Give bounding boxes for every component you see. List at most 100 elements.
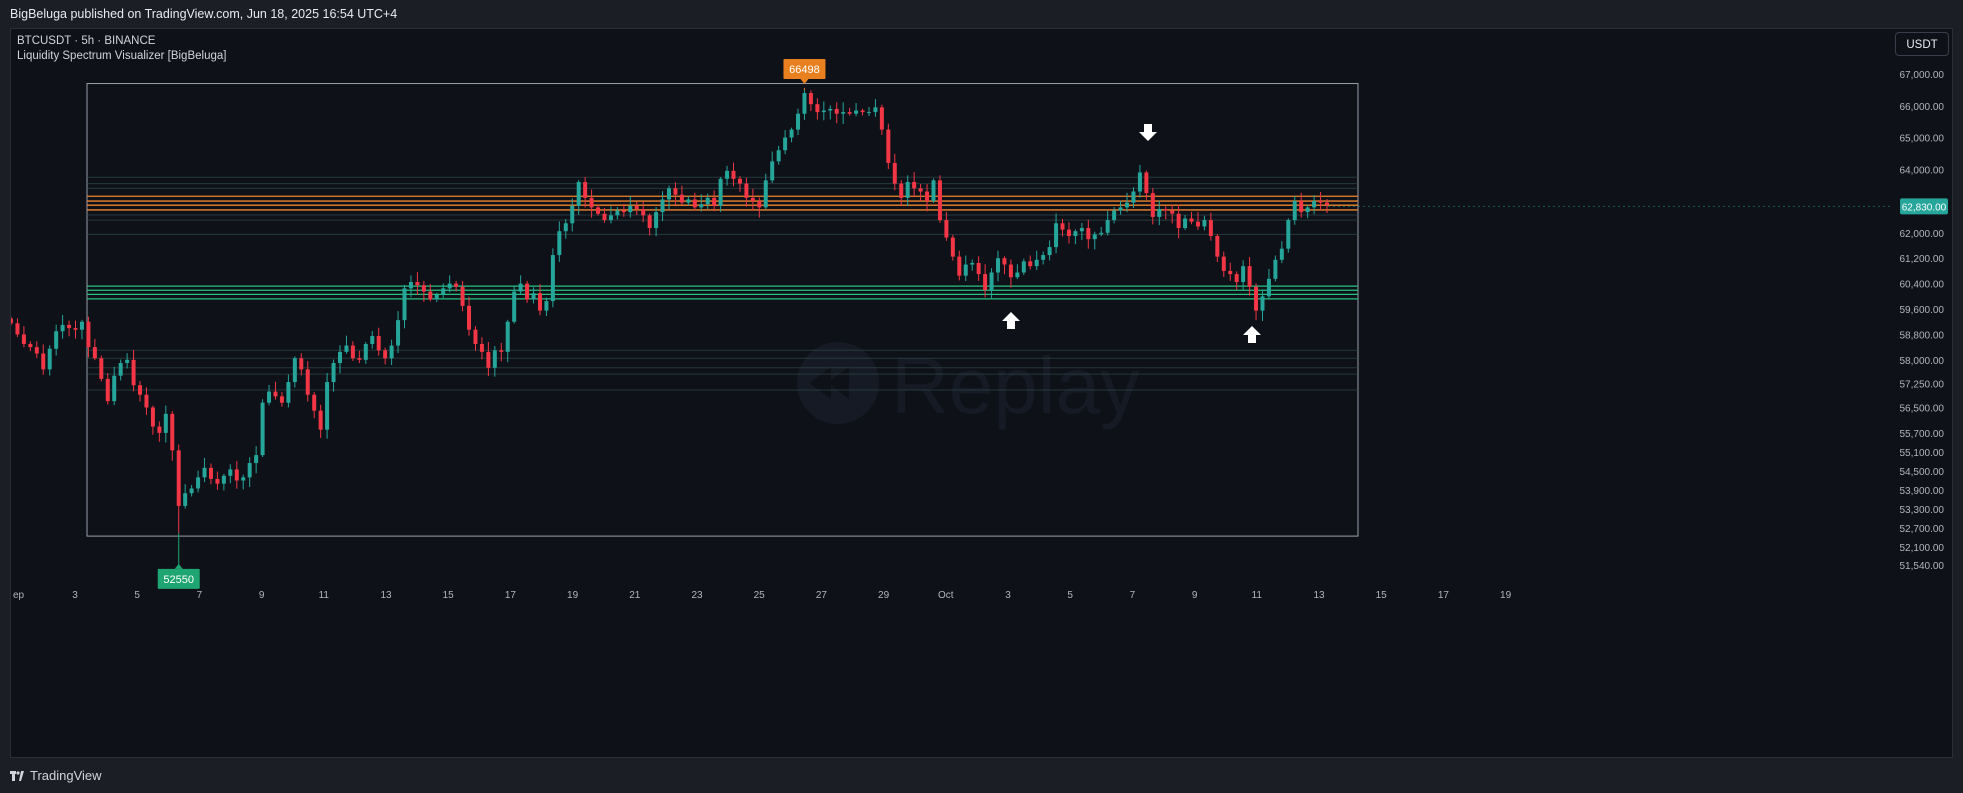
candle-body xyxy=(215,478,220,484)
candle-body xyxy=(1266,278,1271,297)
candle-body xyxy=(473,329,478,344)
candle-body xyxy=(1279,248,1284,260)
price-tick-label: 64,000.00 xyxy=(1900,165,1945,176)
candle-body xyxy=(647,215,652,229)
candle-body xyxy=(1189,218,1194,222)
candle-body xyxy=(828,108,833,111)
price-axis[interactable]: 67,000.00 66,000.00 65,000.00 64,000.00 62,8… xyxy=(1899,29,1952,757)
candle-body xyxy=(808,93,813,105)
candle-body xyxy=(1273,259,1278,279)
candle-body xyxy=(608,215,613,221)
candle-body xyxy=(460,286,465,306)
indicator-legend[interactable]: Liquidity Spectrum Visualizer [BigBeluga… xyxy=(17,50,227,62)
extreme-markers: 66498 52550 xyxy=(157,58,826,589)
candle-body xyxy=(1008,264,1013,278)
candle-body xyxy=(441,288,446,295)
candle-body xyxy=(1112,210,1117,221)
tradingview-logo[interactable]: TradingView xyxy=(10,768,102,783)
candle-body xyxy=(357,358,362,360)
candle-body xyxy=(570,205,575,224)
candle-body xyxy=(512,291,517,322)
candle-body xyxy=(789,129,794,138)
candle-body xyxy=(1215,235,1220,257)
candle-body xyxy=(1131,191,1136,203)
chart-panel[interactable]: Replay 66498 52550 67,000.00 66,000.00 65,0… xyxy=(10,28,1953,758)
price-tick-label: 56,500.00 xyxy=(1900,403,1945,414)
candle-body xyxy=(1099,232,1104,235)
candle-body xyxy=(170,413,175,451)
candle-body xyxy=(196,477,201,489)
candle-body xyxy=(376,336,381,351)
current-price-tag: 62,830.00 xyxy=(1328,198,1948,215)
candle-body xyxy=(247,463,252,478)
high-marker-label: 66498 xyxy=(789,64,820,76)
candle-body xyxy=(221,475,226,484)
candle-body xyxy=(292,358,297,383)
price-chart[interactable]: Replay 66498 52550 67,000.00 66,000.00 65,0… xyxy=(11,29,1952,757)
candle-body xyxy=(821,110,826,113)
symbol-legend[interactable]: BTCUSDT · 5h · BINANCE xyxy=(17,35,156,47)
candle-body xyxy=(344,345,349,352)
candle-body xyxy=(1221,256,1226,271)
candle-body xyxy=(1312,201,1317,208)
candle-body xyxy=(531,293,536,300)
candle-body xyxy=(1086,228,1091,240)
candle-body xyxy=(260,402,265,456)
candle-body xyxy=(1176,213,1181,229)
low-marker-label: 52550 xyxy=(163,574,194,586)
time-tick-label: 25 xyxy=(754,590,766,601)
candle-body xyxy=(834,108,839,114)
currency-button[interactable]: USDT xyxy=(1895,32,1949,56)
candle-body xyxy=(544,301,549,311)
time-tick-label: 15 xyxy=(1376,590,1388,601)
candle-body xyxy=(1144,172,1149,194)
candle-body xyxy=(737,178,742,184)
candle-body xyxy=(325,382,330,430)
candle-body xyxy=(1305,207,1310,213)
candle-body xyxy=(1234,274,1239,283)
time-tick-label: 27 xyxy=(816,590,828,601)
candle-body xyxy=(234,469,239,481)
time-tick-label: 19 xyxy=(1500,590,1512,601)
price-tick-label: 62,000.00 xyxy=(1900,229,1945,240)
candle-body xyxy=(1202,220,1207,227)
time-tick-label: 17 xyxy=(505,590,517,601)
low-marker-pointer xyxy=(174,563,183,569)
candle-body xyxy=(1241,266,1246,283)
candle-body xyxy=(21,334,26,344)
candle-body xyxy=(815,104,820,113)
candle-body xyxy=(228,469,233,476)
candle-body xyxy=(267,391,272,403)
tradingview-brand: TradingView xyxy=(30,768,102,783)
candle-body xyxy=(641,208,646,216)
candle-body xyxy=(279,396,284,403)
candle-body xyxy=(796,113,801,130)
candle-body xyxy=(428,291,433,300)
candle-body xyxy=(208,467,213,479)
time-tick-label: 9 xyxy=(259,590,265,601)
candle-body xyxy=(499,350,504,352)
price-tick-label: 51,540.00 xyxy=(1900,561,1945,572)
publisher-text: BigBeluga published on TradingView.com, … xyxy=(10,7,398,21)
up-arrow-icon xyxy=(1002,312,1020,329)
candle-body xyxy=(886,129,891,163)
candle-body xyxy=(525,283,530,300)
candle-body xyxy=(1041,255,1046,260)
candle-body xyxy=(383,350,388,359)
low-marker-box xyxy=(157,568,200,589)
time-tick-label: Oct xyxy=(938,590,954,601)
candle-body xyxy=(841,112,846,114)
time-tick-label: 7 xyxy=(197,590,203,601)
price-tick-label: 66,000.00 xyxy=(1900,102,1945,113)
candle-body xyxy=(950,237,955,257)
time-tick-label: 23 xyxy=(691,590,703,601)
candle-body xyxy=(318,410,323,430)
time-tick-label: 11 xyxy=(1252,590,1263,601)
time-axis[interactable]: ep 3 5 7 9 11 13 15 17 19 21 23 25 27 29 Oct 3 5 7 9 11 13 15 1… xyxy=(13,590,1512,601)
candle-body xyxy=(47,348,52,370)
candle-body xyxy=(905,181,910,198)
candle-body xyxy=(86,321,91,348)
candle-body xyxy=(1286,220,1291,249)
candle-body xyxy=(770,161,775,181)
candle-body xyxy=(718,178,723,206)
